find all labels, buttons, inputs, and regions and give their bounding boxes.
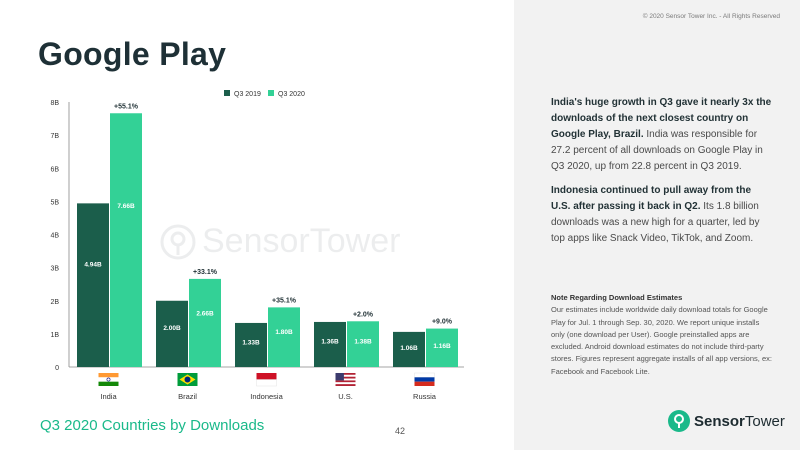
growth-label: +33.1% xyxy=(193,269,218,276)
category-label: Brazil xyxy=(178,392,197,401)
india-flag xyxy=(106,377,111,382)
page-number: 42 xyxy=(395,426,406,436)
brazil-flag xyxy=(184,376,191,383)
india-flag xyxy=(98,381,119,386)
growth-label: +2.0% xyxy=(353,311,374,318)
growth-label: +9.0% xyxy=(432,319,453,326)
y-tick-label: 0 xyxy=(55,365,59,372)
y-tick-label: 1B xyxy=(50,332,59,339)
watermark: SensorTower xyxy=(160,222,400,261)
category-label: Indonesia xyxy=(250,392,283,401)
bar-value-label: 1.16B xyxy=(433,343,451,350)
bar-q3-2019 xyxy=(156,300,188,367)
bar-q3-2020 xyxy=(110,113,142,367)
sensor-tower-logo: SensorTower xyxy=(668,410,785,432)
brand-name: SensorTower xyxy=(694,412,785,430)
insight-india: India's huge growth in Q3 gave it nearly… xyxy=(551,97,772,172)
copyright-notice: © 2020 Sensor Tower Inc. - All Rights Re… xyxy=(642,13,780,20)
us-flag xyxy=(335,376,356,379)
download-estimates-note: Note Regarding Download Estimates Our es… xyxy=(551,292,773,378)
summary-panel xyxy=(514,0,800,450)
legend-swatch xyxy=(268,90,274,96)
indonesia-flag xyxy=(256,379,277,387)
footer-title: Q3 2020 Countries by Downloads xyxy=(40,417,265,434)
y-tick-label: 5B xyxy=(50,199,59,206)
russia-flag xyxy=(414,372,435,378)
russia-flag xyxy=(414,381,435,386)
sensor-tower-icon xyxy=(668,410,690,432)
us-flag xyxy=(335,374,356,377)
us-flag xyxy=(335,384,356,386)
note-title: Note Regarding Download Estimates xyxy=(551,293,683,302)
us-flag xyxy=(335,373,344,381)
downloads-bar-chart: 0 1B 2B 3B 4B 5B 6B 7B 8B Q3 2019 Q3 2020 4.94B 7.66… xyxy=(50,90,464,401)
bar-q3-2020 xyxy=(268,307,300,367)
y-tick-label: 3B xyxy=(50,266,59,273)
bar-value-label: 2.00B xyxy=(163,325,181,332)
y-tick-label: 2B xyxy=(50,299,59,306)
legend-label: Q3 2019 xyxy=(234,91,261,98)
bar-value-label: 4.94B xyxy=(84,262,102,269)
bar-value-label: 1.06B xyxy=(400,345,418,352)
legend-label: Q3 2020 xyxy=(278,91,305,98)
page-title: Google Play xyxy=(38,36,227,72)
bar-q3-2019 xyxy=(77,203,109,367)
bar-q3-2019 xyxy=(393,331,425,367)
y-tick-label: 6B xyxy=(50,166,59,173)
bar-q3-2020 xyxy=(347,321,379,367)
y-tick-label: 4B xyxy=(50,233,59,240)
us-flag xyxy=(335,380,356,383)
india-flag xyxy=(98,373,119,378)
bar-value-label: 7.66B xyxy=(117,203,135,210)
legend-swatch xyxy=(224,90,230,96)
insight-indonesia: Indonesia continued to pull away from th… xyxy=(551,185,760,244)
growth-label: +55.1% xyxy=(114,103,139,110)
category-label: U.S. xyxy=(338,392,353,401)
bar-value-label: 2.66B xyxy=(196,311,214,318)
us-flag xyxy=(335,378,356,381)
note-text: Our estimates include worldwide daily do… xyxy=(551,305,772,376)
bar-q3-2020 xyxy=(189,278,221,367)
bar-value-label: 1.80B xyxy=(275,329,293,336)
category-label: Russia xyxy=(413,392,437,401)
us-flag xyxy=(335,373,356,375)
sensor-tower-watermark-icon xyxy=(160,224,196,259)
us-flag xyxy=(335,382,356,385)
russia-flag xyxy=(414,377,435,382)
bar-q3-2019 xyxy=(314,321,346,367)
bar-value-label: 1.33B xyxy=(242,339,260,346)
y-tick-label: 8B xyxy=(50,100,59,107)
watermark-text: SensorTower xyxy=(202,222,401,260)
india-flag xyxy=(98,377,119,382)
growth-label: +35.1% xyxy=(272,297,297,304)
indonesia-flag xyxy=(256,373,277,380)
bar-q3-2020 xyxy=(426,328,458,367)
y-tick-label: 7B xyxy=(50,133,59,140)
bar-value-label: 1.38B xyxy=(354,338,372,345)
bar-value-label: 1.36B xyxy=(321,339,339,346)
category-label: India xyxy=(100,392,117,401)
bar-q3-2019 xyxy=(235,322,267,367)
